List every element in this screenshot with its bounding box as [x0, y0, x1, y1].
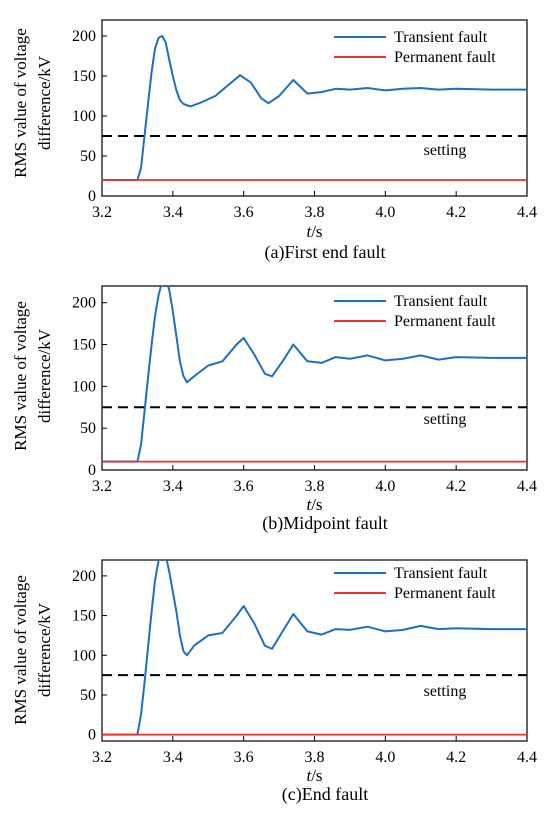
y-tick-label: 200 [72, 28, 96, 45]
x-axis-label: t/s [306, 766, 322, 785]
x-axis-label: t/s [306, 222, 322, 241]
x-tick-label: 3.6 [234, 749, 254, 766]
series-transient-line [102, 35, 527, 181]
setting-label: setting [424, 683, 467, 700]
y-axis-label-line2: difference/kV [35, 55, 54, 150]
y-tick-label: 50 [80, 420, 96, 437]
x-tick-label: 3.8 [305, 204, 325, 221]
x-tick-label: 3.8 [305, 749, 325, 766]
y-tick-label: 50 [80, 687, 96, 704]
panel-caption: (c)End fault [282, 784, 368, 805]
x-tick-label: 4.4 [517, 749, 537, 766]
y-axis-label-line1: RMS value of voltage [11, 575, 30, 725]
legend-label-permanent: Permanent fault [394, 313, 496, 330]
panel-b: 3.2 3.4 3.6 3.8 4.0 4.2 4.4 0 50 100 150 200 RMS val… [11, 285, 537, 534]
panel-caption: (a)First end fault [265, 242, 386, 263]
panel-caption: (b)Midpoint fault [262, 513, 387, 534]
y-tick-label: 150 [72, 68, 96, 85]
legend-label-transient: Transient fault [394, 29, 488, 46]
y-axis-label-line2: difference/kV [35, 328, 54, 423]
y-tick-label: 0 [88, 462, 96, 479]
legend-label-permanent: Permanent fault [394, 585, 496, 602]
y-tick-label: 0 [88, 727, 96, 744]
x-tick-label: 3.2 [92, 478, 112, 495]
x-axis-label-unit: /s [311, 495, 322, 514]
y-tick-label: 100 [72, 108, 96, 125]
x-tick-label: 4.4 [517, 204, 537, 221]
y-tick-label: 150 [72, 608, 96, 625]
panel-a: 3.2 3.4 3.6 3.8 4.0 4.2 4.4 0 50 100 150 200 RMS val… [11, 19, 537, 263]
x-tick-label: 4.4 [517, 478, 537, 495]
x-axis-label-var: t [306, 222, 312, 241]
y-tick-label: 50 [80, 148, 96, 165]
series-transient-line [102, 286, 527, 463]
y-tick-label: 150 [72, 337, 96, 354]
x-tick-label: 4.0 [375, 749, 395, 766]
x-tick-label: 3.2 [92, 204, 112, 221]
y-tick-label: 100 [72, 378, 96, 395]
x-tick-label: 4.2 [446, 204, 466, 221]
setting-label: setting [424, 411, 467, 428]
y-tick-label: 100 [72, 647, 96, 664]
x-axis-label-var: t [306, 766, 312, 785]
x-tick-label: 4.2 [446, 749, 466, 766]
x-tick-label: 3.6 [234, 478, 254, 495]
x-tick-label: 3.4 [163, 204, 183, 221]
y-axis-label-line1: RMS value of voltage [11, 28, 30, 178]
x-tick-label: 3.4 [163, 478, 183, 495]
x-tick-label: 3.6 [234, 204, 254, 221]
x-axis-label-var: t [306, 495, 312, 514]
x-axis-label-unit: /s [311, 766, 322, 785]
y-axis-label-line2: difference/kV [35, 602, 54, 697]
y-tick-label: 200 [72, 568, 96, 585]
legend-label-transient: Transient fault [394, 293, 488, 310]
legend-label-transient: Transient fault [394, 565, 488, 582]
y-tick-label: 0 [88, 188, 96, 205]
x-tick-label: 4.2 [446, 478, 466, 495]
y-tick-label: 200 [72, 295, 96, 312]
panel-c: 3.2 3.4 3.6 3.8 4.0 4.2 4.4 0 50 100 150 200 RMS val… [11, 559, 537, 805]
x-tick-label: 4.0 [375, 478, 395, 495]
x-axis-label-unit: /s [311, 222, 322, 241]
setting-label: setting [424, 142, 467, 159]
series-transient-line [102, 560, 527, 736]
y-axis-label-line1: RMS value of voltage [11, 301, 30, 451]
x-axis-label: t/s [306, 495, 322, 514]
x-tick-label: 3.2 [92, 749, 112, 766]
x-tick-label: 3.8 [305, 478, 325, 495]
x-tick-label: 4.0 [375, 204, 395, 221]
x-tick-label: 3.4 [163, 749, 183, 766]
legend-label-permanent: Permanent fault [394, 49, 496, 66]
